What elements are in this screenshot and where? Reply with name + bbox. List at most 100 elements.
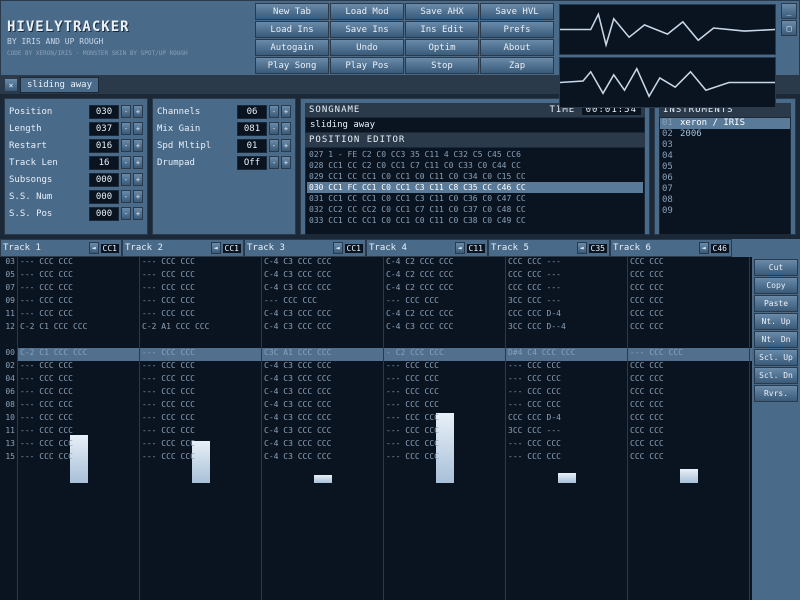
stop-button[interactable]: Stop [405,57,479,74]
songname-input[interactable] [305,117,645,133]
pattern-cell[interactable]: CCC CCC [628,426,749,439]
pattern-cell[interactable]: C-2 C1 CCC CCC [18,322,139,335]
track-prev-icon[interactable]: ◄ [699,242,709,254]
pattern-cell[interactable]: --- CCC CCC [140,413,261,426]
position-row[interactable]: 030 CC1 FC CC1 C0 CC1 C3 C11 C8 C35 CC C… [307,182,643,193]
pattern-cell[interactable]: --- CCC CCC [140,296,261,309]
pattern-cell[interactable]: D#4 C4 CCC CCC [506,348,627,361]
pattern-cell[interactable]: CCC CCC [628,322,749,335]
pattern-cell[interactable]: C-4 C3 CCC CCC [262,426,383,439]
increment-button[interactable]: + [281,122,291,135]
pattern-cell[interactable]: C3C A1 CCC CCC [262,348,383,361]
pattern-cell[interactable]: 3CC CCC --- [506,426,627,439]
pattern-cell[interactable]: CCC CCC [628,270,749,283]
undo-button[interactable]: Undo [330,39,404,56]
pattern-cell[interactable]: CCC CCC [628,257,749,270]
instrument-list[interactable]: 01xeron / IRIS02200603040506070809 [659,117,791,235]
increment-button[interactable]: + [133,122,143,135]
pattern-cell[interactable]: --- CCC CCC [506,439,627,452]
pattern-cell[interactable]: --- CCC CCC [140,309,261,322]
pattern-cell[interactable]: C-2 C1 CCC CCC [18,348,139,361]
instrument-row[interactable]: 08 [660,195,790,206]
pattern-cell[interactable]: 3CC CCC --- [506,296,627,309]
pattern-cell[interactable]: C-4 C3 CCC CCC [262,452,383,465]
pattern-cell[interactable]: --- CCC CCC [384,296,505,309]
increment-button[interactable]: + [281,156,291,169]
decrement-button[interactable]: - [121,207,131,220]
play-song-button[interactable]: Play Song [255,57,329,74]
pattern-cell[interactable] [628,335,749,348]
pattern-cell[interactable]: --- CCC CCC [18,413,139,426]
pattern-cell[interactable]: CCC CCC [628,361,749,374]
pattern-cell[interactable]: CCC CCC [628,374,749,387]
pattern-cell[interactable]: CCC CCC [628,439,749,452]
pattern-cell[interactable]: CCC CCC [628,452,749,465]
tab-active[interactable]: sliding away [20,77,99,93]
prefs-button[interactable]: Prefs [480,21,554,38]
increment-button[interactable]: + [133,139,143,152]
pattern-cell[interactable]: --- CCC CCC [384,374,505,387]
decrement-button[interactable]: - [269,139,279,152]
pattern-cell[interactable]: C-4 C3 CCC CCC [262,413,383,426]
increment-button[interactable]: + [133,173,143,186]
pattern-cell[interactable]: --- CCC CCC [628,348,749,361]
pattern-cell[interactable]: --- CCC CCC [506,400,627,413]
scl-up-button[interactable]: Scl. Up [754,349,798,366]
decrement-button[interactable]: - [121,156,131,169]
instrument-row[interactable]: 07 [660,184,790,195]
pattern-cell[interactable]: --- CCC CCC [506,361,627,374]
pattern-cell[interactable]: C-4 C3 CCC CCC [262,283,383,296]
track-prev-icon[interactable]: ◄ [211,242,221,254]
track-pattern-value[interactable]: CC1 [101,244,119,253]
instrument-row[interactable]: 04 [660,151,790,162]
paste-button[interactable]: Paste [754,295,798,312]
pattern-cell[interactable]: CCC CCC [628,400,749,413]
pattern-cell[interactable]: CCC CCC --- [506,270,627,283]
pattern-cell[interactable]: --- CCC CCC [18,257,139,270]
increment-button[interactable]: + [133,105,143,118]
pattern-cell[interactable]: CCC CCC --- [506,257,627,270]
pattern-cell[interactable]: CCC CCC [628,413,749,426]
track-pattern-value[interactable]: CC1 [345,244,363,253]
increment-button[interactable]: + [133,207,143,220]
instrument-row[interactable]: 06 [660,173,790,184]
minimize-icon[interactable]: _ [781,3,797,19]
decrement-button[interactable]: - [121,122,131,135]
track-pattern-value[interactable]: C46 [711,244,729,253]
pattern-cell[interactable]: C-4 C2 CCC CCC [384,270,505,283]
pattern-cell[interactable]: C-4 C2 CCC CCC [384,309,505,322]
pattern-cell[interactable]: --- CCC CCC [140,387,261,400]
pattern-cell[interactable] [262,335,383,348]
position-row[interactable]: 027 1 - FE C2 C0 CC3 35 C11 4 C32 C5 C45… [307,149,643,160]
tab-close-icon[interactable]: × [4,78,18,92]
decrement-button[interactable]: - [121,190,131,203]
save-ahx-button[interactable]: Save AHX [405,3,479,20]
zap-button[interactable]: Zap [480,57,554,74]
track-column[interactable]: CCC CCCCCC CCCCCC CCCCCC CCCCCC CCCCCC C… [628,257,750,600]
play-pos-button[interactable]: Play Pos [330,57,404,74]
pattern-cell[interactable]: --- CCC CCC [18,400,139,413]
track-pattern-value[interactable]: C35 [589,244,607,253]
pattern-cell[interactable]: CCC CCC [628,309,749,322]
pattern-cell[interactable]: C-2 A1 CCC CCC [140,322,261,335]
pattern-cell[interactable]: --- CCC CCC [506,387,627,400]
rvrs--button[interactable]: Rvrs. [754,385,798,402]
track-column[interactable]: C-4 C3 CCC CCCC-4 C3 CCC CCCC-4 C3 CCC C… [262,257,384,600]
pattern-cell[interactable]: --- CCC CCC [18,270,139,283]
pattern-cell[interactable]: --- CCC CCC [384,400,505,413]
pattern-cell[interactable]: C-4 C3 CCC CCC [262,322,383,335]
position-row[interactable]: 032 CC2 CC CC2 C0 CC1 C7 C11 C0 C37 C0 C… [307,204,643,215]
position-row[interactable]: 029 CC1 CC CC1 C0 CC1 C0 C11 C0 C34 C0 C… [307,171,643,182]
track-prev-icon[interactable]: ◄ [333,242,343,254]
decrement-button[interactable]: - [269,105,279,118]
track-column[interactable]: --- CCC CCC--- CCC CCC--- CCC CCC--- CCC… [140,257,262,600]
instrument-row[interactable]: 05 [660,162,790,173]
position-row[interactable]: 031 CC1 CC CC1 C0 CC1 C3 C11 C0 C36 C0 C… [307,193,643,204]
ins-edit-button[interactable]: Ins Edit [405,21,479,38]
pattern-cell[interactable]: --- CCC CCC [18,361,139,374]
pattern-cell[interactable]: --- CCC CCC [18,296,139,309]
pattern-cell[interactable] [140,335,261,348]
pattern-cell[interactable] [506,335,627,348]
pattern-cell[interactable]: --- CCC CCC [140,400,261,413]
pattern-view[interactable]: 030507091112000204060810111315 --- CCC C… [0,257,752,600]
